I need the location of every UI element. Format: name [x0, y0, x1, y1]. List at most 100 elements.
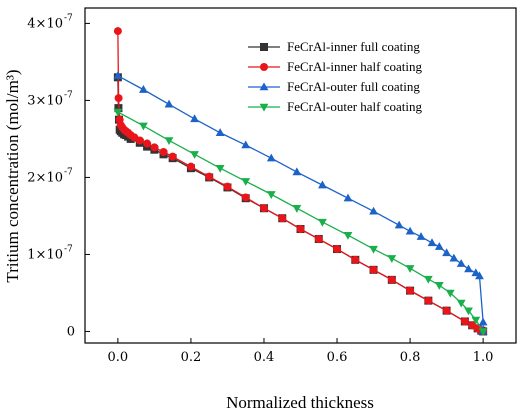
x-axis-title: Normalized thickness — [226, 393, 374, 412]
legend-item: FeCrAl-inner full coating — [248, 39, 420, 54]
data-point — [266, 191, 276, 199]
y-tick-label: 4×10 — [27, 16, 63, 31]
legend-item: FeCrAl-inner half coating — [248, 59, 423, 74]
data-point — [159, 148, 168, 157]
data-point — [143, 139, 152, 148]
data-point — [405, 265, 415, 273]
legend-label: FeCrAl-inner full coating — [287, 39, 420, 54]
data-point — [190, 114, 199, 123]
y-tick-label: 3×10 — [27, 93, 63, 108]
data-point — [190, 151, 199, 159]
data-point — [150, 143, 159, 152]
axis-ticks: 0.0 0.2 0.4 0.6 0.8 1.001×10 -72×10 -73×10 -74×1… — [27, 13, 493, 365]
legend-marker — [260, 63, 268, 71]
data-point — [424, 296, 433, 305]
y-tick-exponent: -7 — [64, 244, 73, 254]
data-point — [460, 317, 469, 326]
series-2 — [113, 71, 488, 335]
data-point — [471, 316, 481, 325]
y-tick-exponent: -7 — [64, 90, 73, 100]
data-point — [456, 299, 466, 308]
legend-item: FeCrAl-outer half coating — [248, 99, 423, 114]
data-point — [416, 232, 426, 240]
data-point — [113, 27, 122, 36]
data-point — [434, 242, 444, 250]
data-point — [333, 245, 342, 254]
legend-marker — [259, 82, 269, 91]
data-point — [343, 193, 353, 202]
data-point — [423, 275, 433, 284]
series-1 — [113, 27, 488, 336]
x-tick-label: 0.2 — [181, 350, 202, 365]
data-point — [449, 253, 459, 262]
y-tick-exponent: -7 — [64, 167, 73, 177]
data-point — [427, 238, 437, 247]
legend-marker — [260, 43, 268, 51]
data-point — [292, 167, 302, 176]
data-point — [266, 153, 276, 162]
x-tick-label: 0.6 — [327, 350, 348, 365]
data-point — [292, 205, 302, 213]
plot-area-frame — [84, 7, 517, 344]
y-tick-label: 0 — [67, 324, 75, 339]
data-point — [223, 182, 232, 191]
data-point — [296, 225, 305, 234]
y-tick-label: 1×10 — [27, 247, 63, 262]
legend-label: FeCrAl-inner half coating — [287, 59, 423, 74]
data-point — [241, 178, 251, 186]
legend-marker — [259, 103, 269, 112]
data-point — [139, 122, 148, 131]
data-point — [318, 180, 327, 189]
data-point — [215, 128, 225, 136]
data-point — [186, 162, 195, 171]
data-point — [164, 137, 174, 146]
data-point — [464, 264, 473, 273]
data-point — [406, 286, 415, 295]
data-point — [369, 245, 378, 254]
data-point — [343, 231, 353, 240]
y-axis-title: Tritium concentration (mol/m³) — [3, 69, 22, 282]
data-point — [139, 85, 148, 93]
data-point — [434, 282, 444, 290]
y-tick-label: 2×10 — [27, 170, 63, 185]
data-point — [394, 220, 404, 229]
series-line — [117, 31, 484, 333]
legend-item: FeCrAl-outer full coating — [248, 79, 420, 94]
series-line — [117, 75, 484, 332]
data-point — [387, 255, 397, 263]
data-point — [205, 172, 214, 181]
data-point — [259, 204, 268, 213]
legend-label: FeCrAl-outer full coating — [287, 79, 420, 94]
data-point — [318, 218, 327, 227]
data-point — [241, 193, 250, 202]
data-point — [445, 289, 455, 298]
series-line — [117, 77, 484, 333]
y-tick-exponent: -7 — [64, 13, 73, 23]
data-point — [475, 271, 484, 280]
legend: FeCrAl-inner full coating FeCrAl-inner ha… — [248, 39, 423, 114]
data-point — [164, 99, 174, 108]
data-point — [405, 226, 415, 235]
data-point — [168, 152, 177, 161]
data-point — [113, 71, 123, 79]
data-point — [135, 136, 144, 145]
data-point — [478, 328, 488, 337]
x-tick-label: 0.4 — [254, 350, 275, 365]
data-point — [113, 108, 123, 117]
data-point — [464, 307, 473, 316]
data-point — [369, 265, 378, 274]
data-point — [114, 94, 123, 103]
data-point — [314, 235, 323, 244]
x-tick-label: 0.0 — [108, 350, 129, 365]
data-point — [442, 306, 451, 315]
data-point — [369, 206, 378, 215]
x-tick-label: 0.8 — [400, 350, 421, 365]
data-point — [215, 164, 225, 173]
data-point — [442, 248, 452, 257]
x-tick-label: 1.0 — [473, 350, 494, 365]
legend-label: FeCrAl-outer half coating — [287, 99, 423, 114]
series-3 — [113, 108, 488, 337]
data-point — [456, 259, 466, 267]
data-series — [113, 27, 488, 337]
